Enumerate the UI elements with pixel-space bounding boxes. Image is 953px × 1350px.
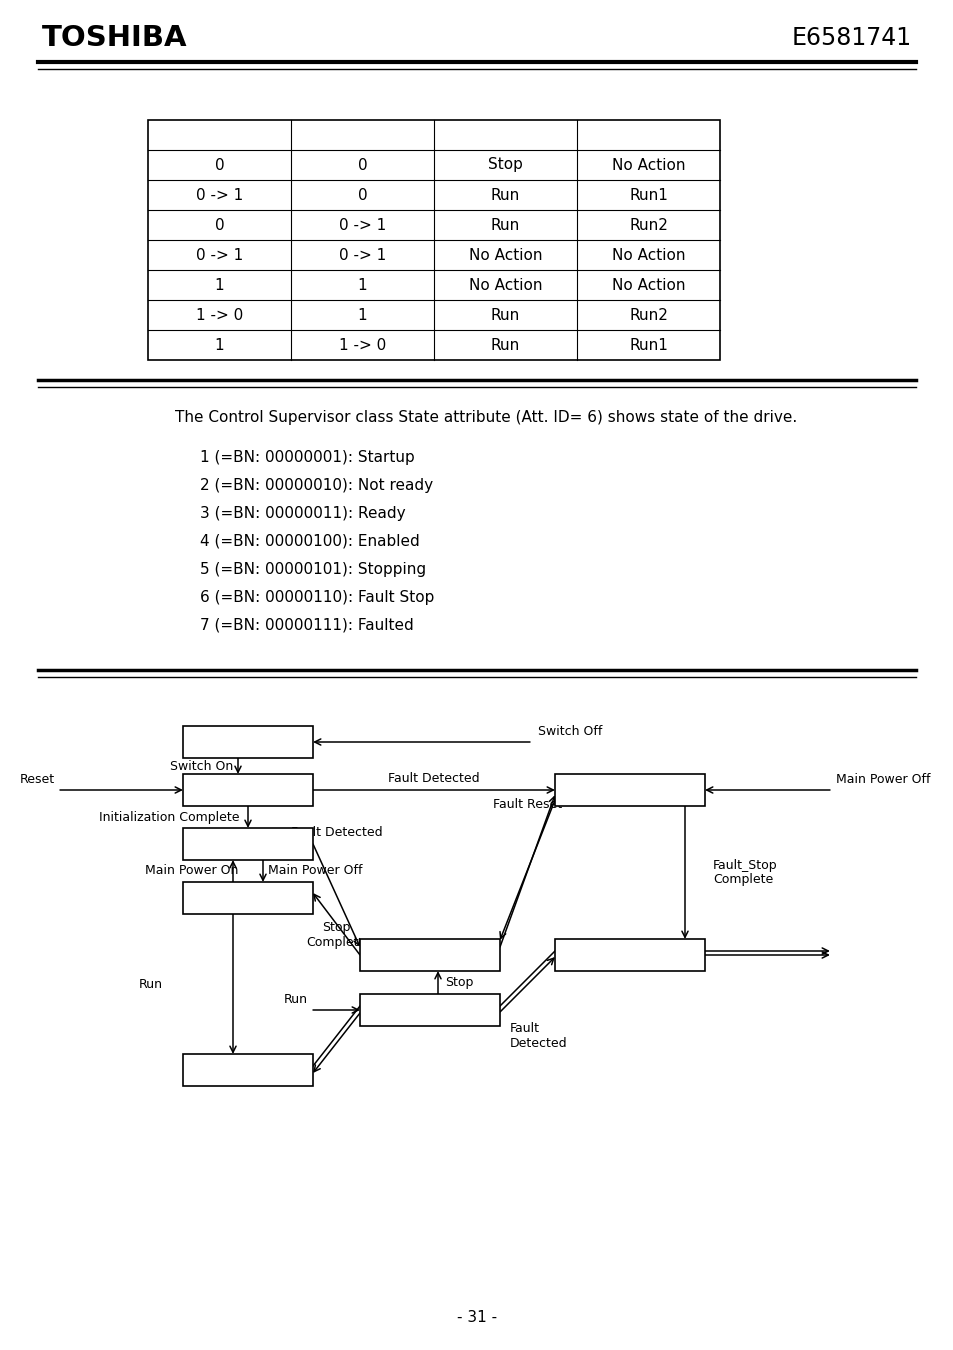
Text: 0: 0 (214, 158, 224, 173)
Text: 0: 0 (357, 158, 367, 173)
Text: Switch On: Switch On (170, 760, 233, 772)
Text: E6581741: E6581741 (791, 26, 911, 50)
Text: Run1: Run1 (628, 338, 667, 352)
Text: 7 (=BN: 00000111): Faulted: 7 (=BN: 00000111): Faulted (200, 618, 414, 633)
Text: Run1: Run1 (628, 188, 667, 202)
Text: TOSHIBA: TOSHIBA (42, 24, 188, 53)
Bar (183, 1054, 313, 1085)
Bar (183, 828, 313, 860)
Text: Run: Run (491, 188, 519, 202)
Text: 0 -> 1: 0 -> 1 (338, 247, 386, 262)
Text: No Action: No Action (611, 247, 684, 262)
Text: 5 (=BN: 00000101): Stopping: 5 (=BN: 00000101): Stopping (200, 562, 426, 576)
Text: No Action: No Action (468, 247, 541, 262)
Text: Run: Run (139, 977, 163, 991)
Text: Reset: Reset (20, 774, 55, 786)
Bar (183, 774, 313, 806)
Text: 2 (=BN: 00000010): Not ready: 2 (=BN: 00000010): Not ready (200, 478, 433, 493)
Bar (359, 994, 499, 1026)
Bar (359, 940, 499, 971)
Text: No Action: No Action (611, 158, 684, 173)
Text: Initialization Complete: Initialization Complete (99, 810, 240, 824)
Text: 1 -> 0: 1 -> 0 (195, 308, 243, 323)
Text: 0: 0 (214, 217, 224, 232)
Text: 6 (=BN: 00000110): Fault Stop: 6 (=BN: 00000110): Fault Stop (200, 590, 434, 605)
Text: The Control Supervisor class State attribute (Att. ID= 6) shows state of the dri: The Control Supervisor class State attri… (174, 410, 797, 425)
Text: Run: Run (491, 217, 519, 232)
Text: 0: 0 (357, 188, 367, 202)
Bar (555, 940, 704, 971)
Text: Run: Run (491, 338, 519, 352)
Text: 1: 1 (357, 308, 367, 323)
Text: Switch Off: Switch Off (537, 725, 601, 738)
Text: Run: Run (491, 308, 519, 323)
Text: 1 (=BN: 00000001): Startup: 1 (=BN: 00000001): Startup (200, 450, 415, 464)
Text: Main Power Off: Main Power Off (835, 774, 929, 786)
Text: - 31 -: - 31 - (456, 1311, 497, 1326)
Text: Fault Detected: Fault Detected (291, 826, 382, 838)
Text: No Action: No Action (468, 278, 541, 293)
Text: 4 (=BN: 00000100): Enabled: 4 (=BN: 00000100): Enabled (200, 535, 419, 549)
Text: 1: 1 (214, 338, 224, 352)
Bar (183, 726, 313, 757)
Text: Fault Reset: Fault Reset (493, 798, 561, 811)
Text: 0 -> 1: 0 -> 1 (195, 247, 243, 262)
Text: Main Power Off: Main Power Off (268, 864, 362, 878)
Text: Run: Run (284, 994, 308, 1006)
Text: 1 -> 0: 1 -> 0 (338, 338, 386, 352)
Text: 1: 1 (214, 278, 224, 293)
Text: Fault Detected: Fault Detected (388, 772, 479, 784)
Text: 3 (=BN: 00000011): Ready: 3 (=BN: 00000011): Ready (200, 506, 405, 521)
Text: Run2: Run2 (628, 308, 667, 323)
Bar (148, 120, 720, 360)
Text: 0 -> 1: 0 -> 1 (195, 188, 243, 202)
Text: Stop: Stop (488, 158, 522, 173)
Text: 1: 1 (357, 278, 367, 293)
Bar (555, 774, 704, 806)
Text: Fault_Stop
Complete: Fault_Stop Complete (712, 859, 777, 887)
Text: Stop: Stop (444, 976, 473, 990)
Bar (183, 882, 313, 914)
Text: Run2: Run2 (628, 217, 667, 232)
Text: Fault
Detected: Fault Detected (510, 1022, 567, 1050)
Text: 0 -> 1: 0 -> 1 (338, 217, 386, 232)
Text: No Action: No Action (611, 278, 684, 293)
Text: Main Power On: Main Power On (145, 864, 237, 878)
Text: Stop
Complete: Stop Complete (306, 921, 366, 949)
